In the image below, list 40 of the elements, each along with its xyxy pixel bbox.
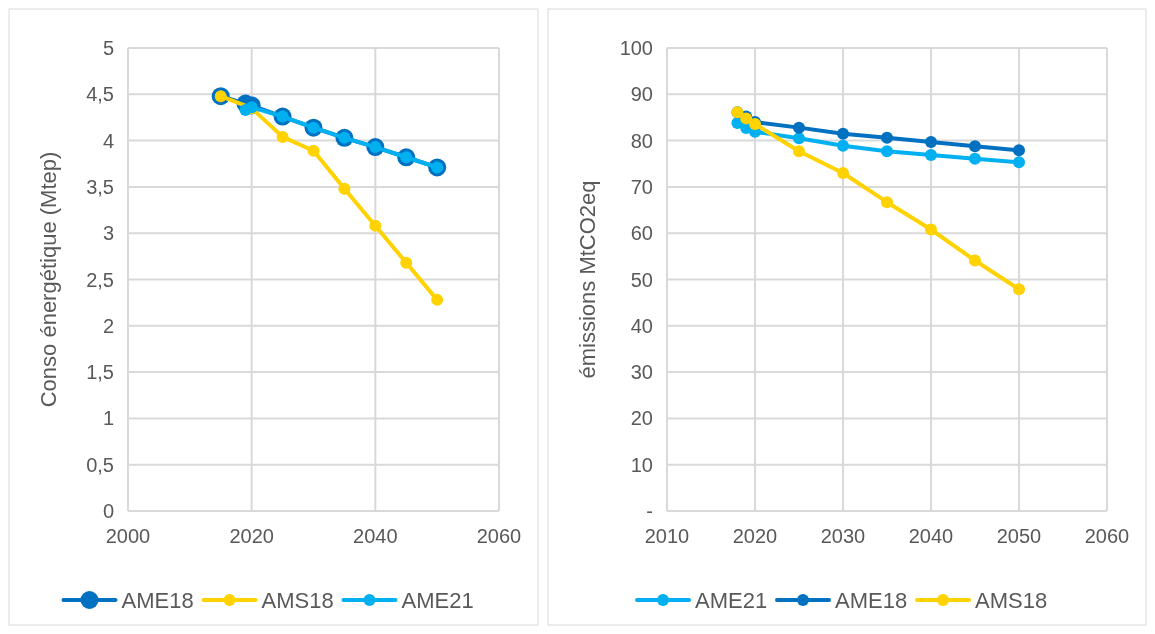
- legend-label: AMS18: [975, 587, 1048, 613]
- y-tick-label: 70: [630, 175, 653, 198]
- y-tick-label: 10: [630, 453, 653, 476]
- legend-label: AME21: [695, 587, 768, 613]
- x-tick-label: 2020: [229, 525, 274, 547]
- y-tick-label: 2,5: [86, 268, 114, 291]
- legend-label: AME18: [835, 587, 908, 613]
- y-tick-label: 40: [630, 314, 653, 337]
- x-tick-label: 2000: [105, 525, 151, 547]
- y-tick-label: 0,5: [86, 453, 114, 476]
- x-tick-label: 2020: [732, 525, 778, 547]
- x-tick-label: 2040: [353, 525, 398, 547]
- y-tick-label: -: [646, 500, 653, 522]
- y-tick-label: 4,5: [86, 83, 114, 106]
- y-tick-label: 2: [102, 314, 114, 337]
- y-tick-label: 3: [102, 222, 114, 245]
- y-tick-label: 1: [102, 407, 114, 430]
- x-tick-label: 2040: [908, 525, 954, 547]
- x-tick-label: 2060: [476, 525, 522, 547]
- y-tick-label: 1,5: [86, 361, 114, 384]
- y-tick-label: 60: [630, 222, 653, 245]
- y-axis-title: émissions MtCO2eq: [575, 180, 600, 379]
- y-tick-label: 80: [630, 129, 653, 152]
- y-axis-title: Conso énergétique (Mtep): [36, 151, 61, 408]
- y-tick-label: 3,5: [86, 175, 114, 198]
- y-tick-label: 0: [102, 500, 114, 522]
- y-tick-label: 50: [630, 268, 653, 291]
- y-tick-label: 20: [630, 407, 653, 430]
- y-tick-label: 100: [619, 37, 653, 59]
- y-tick-label: 30: [630, 361, 653, 384]
- y-tick-label: 4: [102, 129, 114, 152]
- x-tick-label: 2030: [820, 525, 866, 547]
- y-tick-label: 5: [102, 37, 114, 59]
- legend-label: AMS18: [261, 587, 334, 613]
- y-tick-label: 90: [630, 83, 653, 106]
- x-tick-label: 2060: [1084, 525, 1130, 547]
- legend-label: AME21: [401, 587, 474, 613]
- legend-label: AME18: [121, 587, 194, 613]
- x-tick-label: 2050: [996, 525, 1042, 547]
- x-tick-label: 2010: [644, 525, 690, 547]
